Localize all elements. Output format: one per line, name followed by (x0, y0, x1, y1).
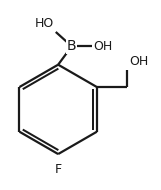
Text: OH: OH (129, 55, 148, 68)
Text: B: B (67, 39, 76, 53)
Text: HO: HO (35, 17, 54, 30)
Text: OH: OH (93, 40, 113, 53)
Text: F: F (55, 163, 62, 176)
